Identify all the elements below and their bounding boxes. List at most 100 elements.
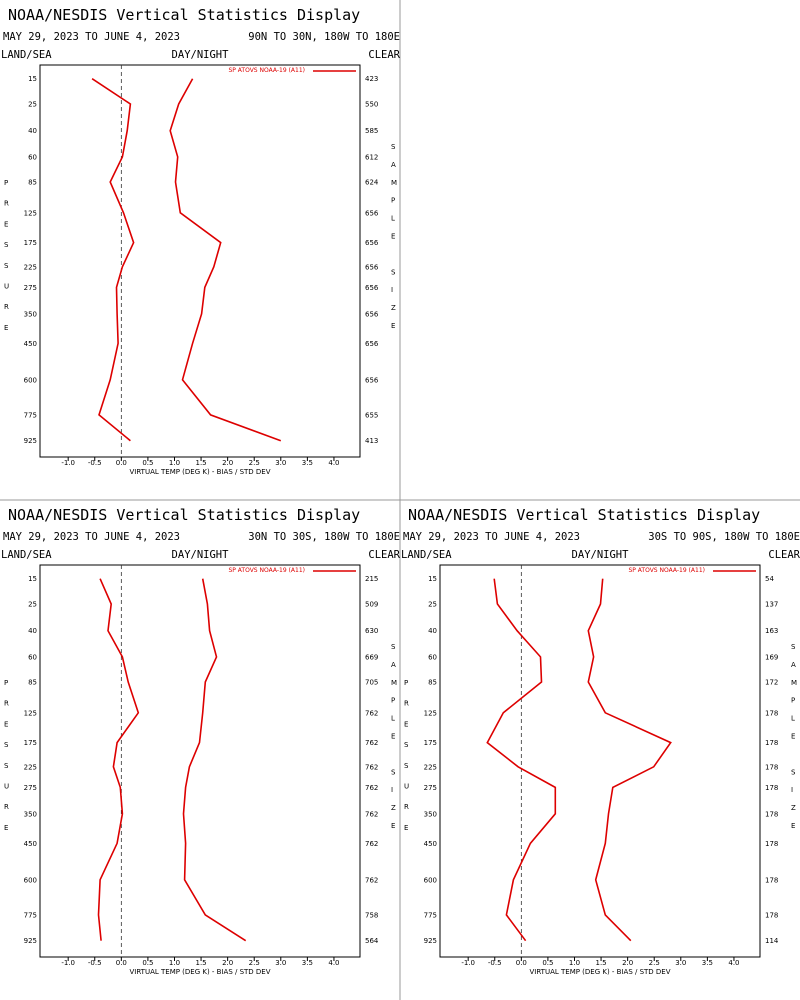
pressure-label: 15 (428, 575, 437, 583)
sample-size-label: 762 (365, 810, 378, 818)
x-tick-label: 4.0 (728, 959, 739, 967)
x-tick-label: 2.5 (649, 959, 660, 967)
bias-line (91, 78, 135, 442)
panel: NOAA/NESDIS Vertical Statistics Display M… (401, 506, 800, 976)
panel: NOAA/NESDIS Vertical Statistics Display M… (1, 6, 401, 476)
sample-size-label: 656 (365, 376, 379, 384)
sample-size-label: 178 (765, 784, 778, 792)
sample-size-label: 423 (365, 75, 378, 83)
sample-size-label: 163 (765, 627, 778, 635)
pressure-label: 85 (428, 678, 437, 686)
x-tick-label: 2.0 (622, 959, 633, 967)
pressure-label: 175 (424, 739, 437, 747)
legend-label: SP ATOVS NOAA-19 (A11) (228, 567, 305, 574)
sample-size-label: 705 (365, 678, 378, 686)
pressure-label: 775 (24, 911, 37, 919)
day-night: DAY/NIGHT (572, 549, 630, 561)
plot-frame (39, 564, 361, 958)
x-tick-label: 0.5 (142, 959, 153, 967)
clear: CLEAR (368, 49, 400, 61)
sample-size-label: 656 (365, 239, 379, 247)
x-tick-label: 0.5 (542, 959, 553, 967)
pressure-label: 600 (424, 876, 437, 884)
std-dev-line (587, 578, 672, 942)
bias-line (97, 578, 140, 941)
pressure-label: 175 (24, 239, 37, 247)
subtitle: MAY 29, 2023 TO JUNE 4, 2023 (403, 531, 580, 543)
pressure-label: 450 (24, 340, 37, 348)
pressure-label: 775 (424, 911, 437, 919)
sample-size-label: 624 (365, 178, 379, 186)
sample-size-label: 669 (365, 653, 378, 661)
pressure-label: 450 (24, 840, 37, 848)
pressure-label: 15 (28, 575, 37, 583)
sample-size-label: 564 (365, 937, 379, 945)
sample-size-label: 137 (765, 600, 778, 608)
pressure-label: 225 (424, 763, 437, 771)
pressure-label: 60 (28, 153, 37, 161)
pressure-label: 60 (428, 653, 437, 661)
plot-frame (39, 64, 361, 458)
x-tick-label: 2.5 (249, 459, 260, 467)
land-sea: LAND/SEA (1, 549, 52, 561)
pressure-label: 25 (28, 600, 37, 608)
pressure-label: 450 (424, 840, 437, 848)
title: NOAA/NESDIS Vertical Statistics Display (8, 6, 360, 24)
pressure-label: 275 (424, 784, 437, 792)
sample-size-label: 758 (365, 911, 378, 919)
x-tick-label: 1.5 (195, 459, 206, 467)
x-tick-label: 3.0 (275, 459, 286, 467)
sample-size-label: 656 (365, 340, 379, 348)
sample-size-label: 178 (765, 763, 778, 771)
sample-size-label: 656 (365, 209, 379, 217)
std-dev-line (169, 78, 282, 442)
day-night: DAY/NIGHT (172, 549, 230, 561)
pressure-label: 85 (28, 678, 37, 686)
pressure-label: 925 (24, 437, 37, 445)
pressure-label: 15 (28, 75, 37, 83)
x-tick-label: -1.0 (61, 959, 75, 967)
x-tick-label: 2.0 (222, 459, 233, 467)
x-tick-label: 0.0 (116, 959, 127, 967)
x-tick-label: -0.5 (488, 959, 502, 967)
x-tick-label: -1.0 (461, 959, 475, 967)
subtitle: MAY 29, 2023 TO JUNE 4, 2023 (3, 31, 180, 43)
sample-size-label: 178 (765, 911, 778, 919)
sample-size-label: 178 (765, 810, 778, 818)
sample-size-label: 509 (365, 600, 378, 608)
x-tick-label: 1.0 (169, 459, 180, 467)
region: 30N TO 30S, 180W TO 180E (248, 531, 400, 543)
pressure-label: 225 (24, 263, 37, 271)
sample-size-label: 656 (365, 263, 379, 271)
pressure-label: 275 (24, 784, 37, 792)
x-tick-label: 1.0 (169, 959, 180, 967)
x-tick-label: 0.5 (142, 459, 153, 467)
x-axis-label: VIRTUAL TEMP (DEG K) - BIAS / STD DEV (129, 968, 270, 976)
pressure-label: 275 (24, 284, 37, 292)
sample-size-label: 172 (765, 678, 778, 686)
sample-size-label: 54 (765, 575, 774, 583)
x-tick-label: 1.5 (195, 959, 206, 967)
sample-size-label: 762 (365, 876, 378, 884)
pressure-label: 85 (28, 178, 37, 186)
x-tick-label: 4.0 (328, 459, 339, 467)
x-tick-label: -1.0 (61, 459, 75, 467)
sample-size-label: 762 (365, 763, 378, 771)
sample-size-label: 762 (365, 709, 378, 717)
pressure-label: 925 (24, 937, 37, 945)
pressure-label: 40 (428, 627, 437, 635)
x-tick-label: 3.0 (675, 959, 686, 967)
sample-size-label: 169 (765, 653, 778, 661)
pressure-label: 125 (24, 209, 37, 217)
x-axis-label: VIRTUAL TEMP (DEG K) - BIAS / STD DEV (129, 468, 270, 476)
clear: CLEAR (768, 549, 800, 561)
pressure-label: 175 (24, 739, 37, 747)
x-tick-label: 3.5 (302, 959, 313, 967)
sample-size-label: 178 (765, 840, 778, 848)
pressure-label: 60 (28, 653, 37, 661)
pressure-label: 600 (24, 876, 37, 884)
pressure-label: 350 (24, 310, 37, 318)
sample-size-label: 178 (765, 709, 778, 717)
